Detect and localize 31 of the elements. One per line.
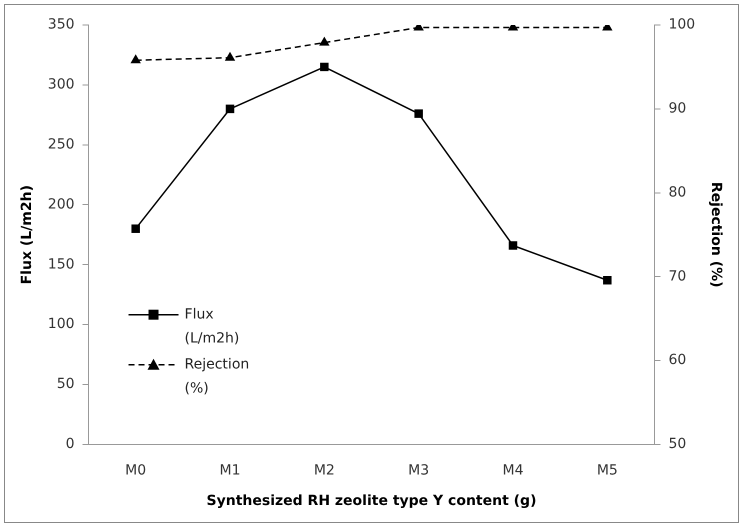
- y2-tick-label: 60: [668, 352, 686, 368]
- x-tick-label: M5: [596, 462, 618, 478]
- x-tick-label: M0: [125, 462, 146, 478]
- y-tick-label: 350: [48, 16, 75, 33]
- point: [320, 62, 329, 72]
- point: [414, 109, 423, 118]
- point: [226, 104, 234, 114]
- y-tick-label: 150: [48, 256, 75, 272]
- x-axis-title: Synthesized RH zeolite type Y content (g): [206, 493, 536, 510]
- legend-label: Flux (L/m2h): [184, 306, 240, 346]
- x-tick-label: M1: [220, 462, 241, 478]
- y2-tick-label: 70: [668, 268, 686, 284]
- x-tick-label: M3: [408, 462, 430, 478]
- y-tick-label: 200: [48, 196, 75, 212]
- y2-tick-label: 100: [668, 16, 696, 33]
- y-tick-label: 100: [48, 316, 75, 332]
- x-tick-label: M4: [502, 462, 524, 478]
- point: [131, 224, 140, 233]
- y2-tick-label: 50: [668, 436, 686, 452]
- y2-axis-title: Rejection (%): [708, 182, 724, 288]
- y-axis-title: Flux (L/m2h): [19, 185, 36, 284]
- y2-tick-label: 80: [668, 184, 686, 200]
- y-tick-label: 50: [56, 376, 75, 392]
- x-tick-label: M2: [314, 462, 335, 478]
- point: [508, 241, 518, 250]
- legend-label: Rejection (%): [184, 356, 250, 396]
- y-tick-label: 250: [48, 136, 75, 152]
- point: [603, 276, 612, 284]
- y-tick-label: 300: [48, 76, 75, 93]
- y-tick-label: 0: [66, 436, 75, 452]
- y2-tick-label: 90: [668, 100, 686, 117]
